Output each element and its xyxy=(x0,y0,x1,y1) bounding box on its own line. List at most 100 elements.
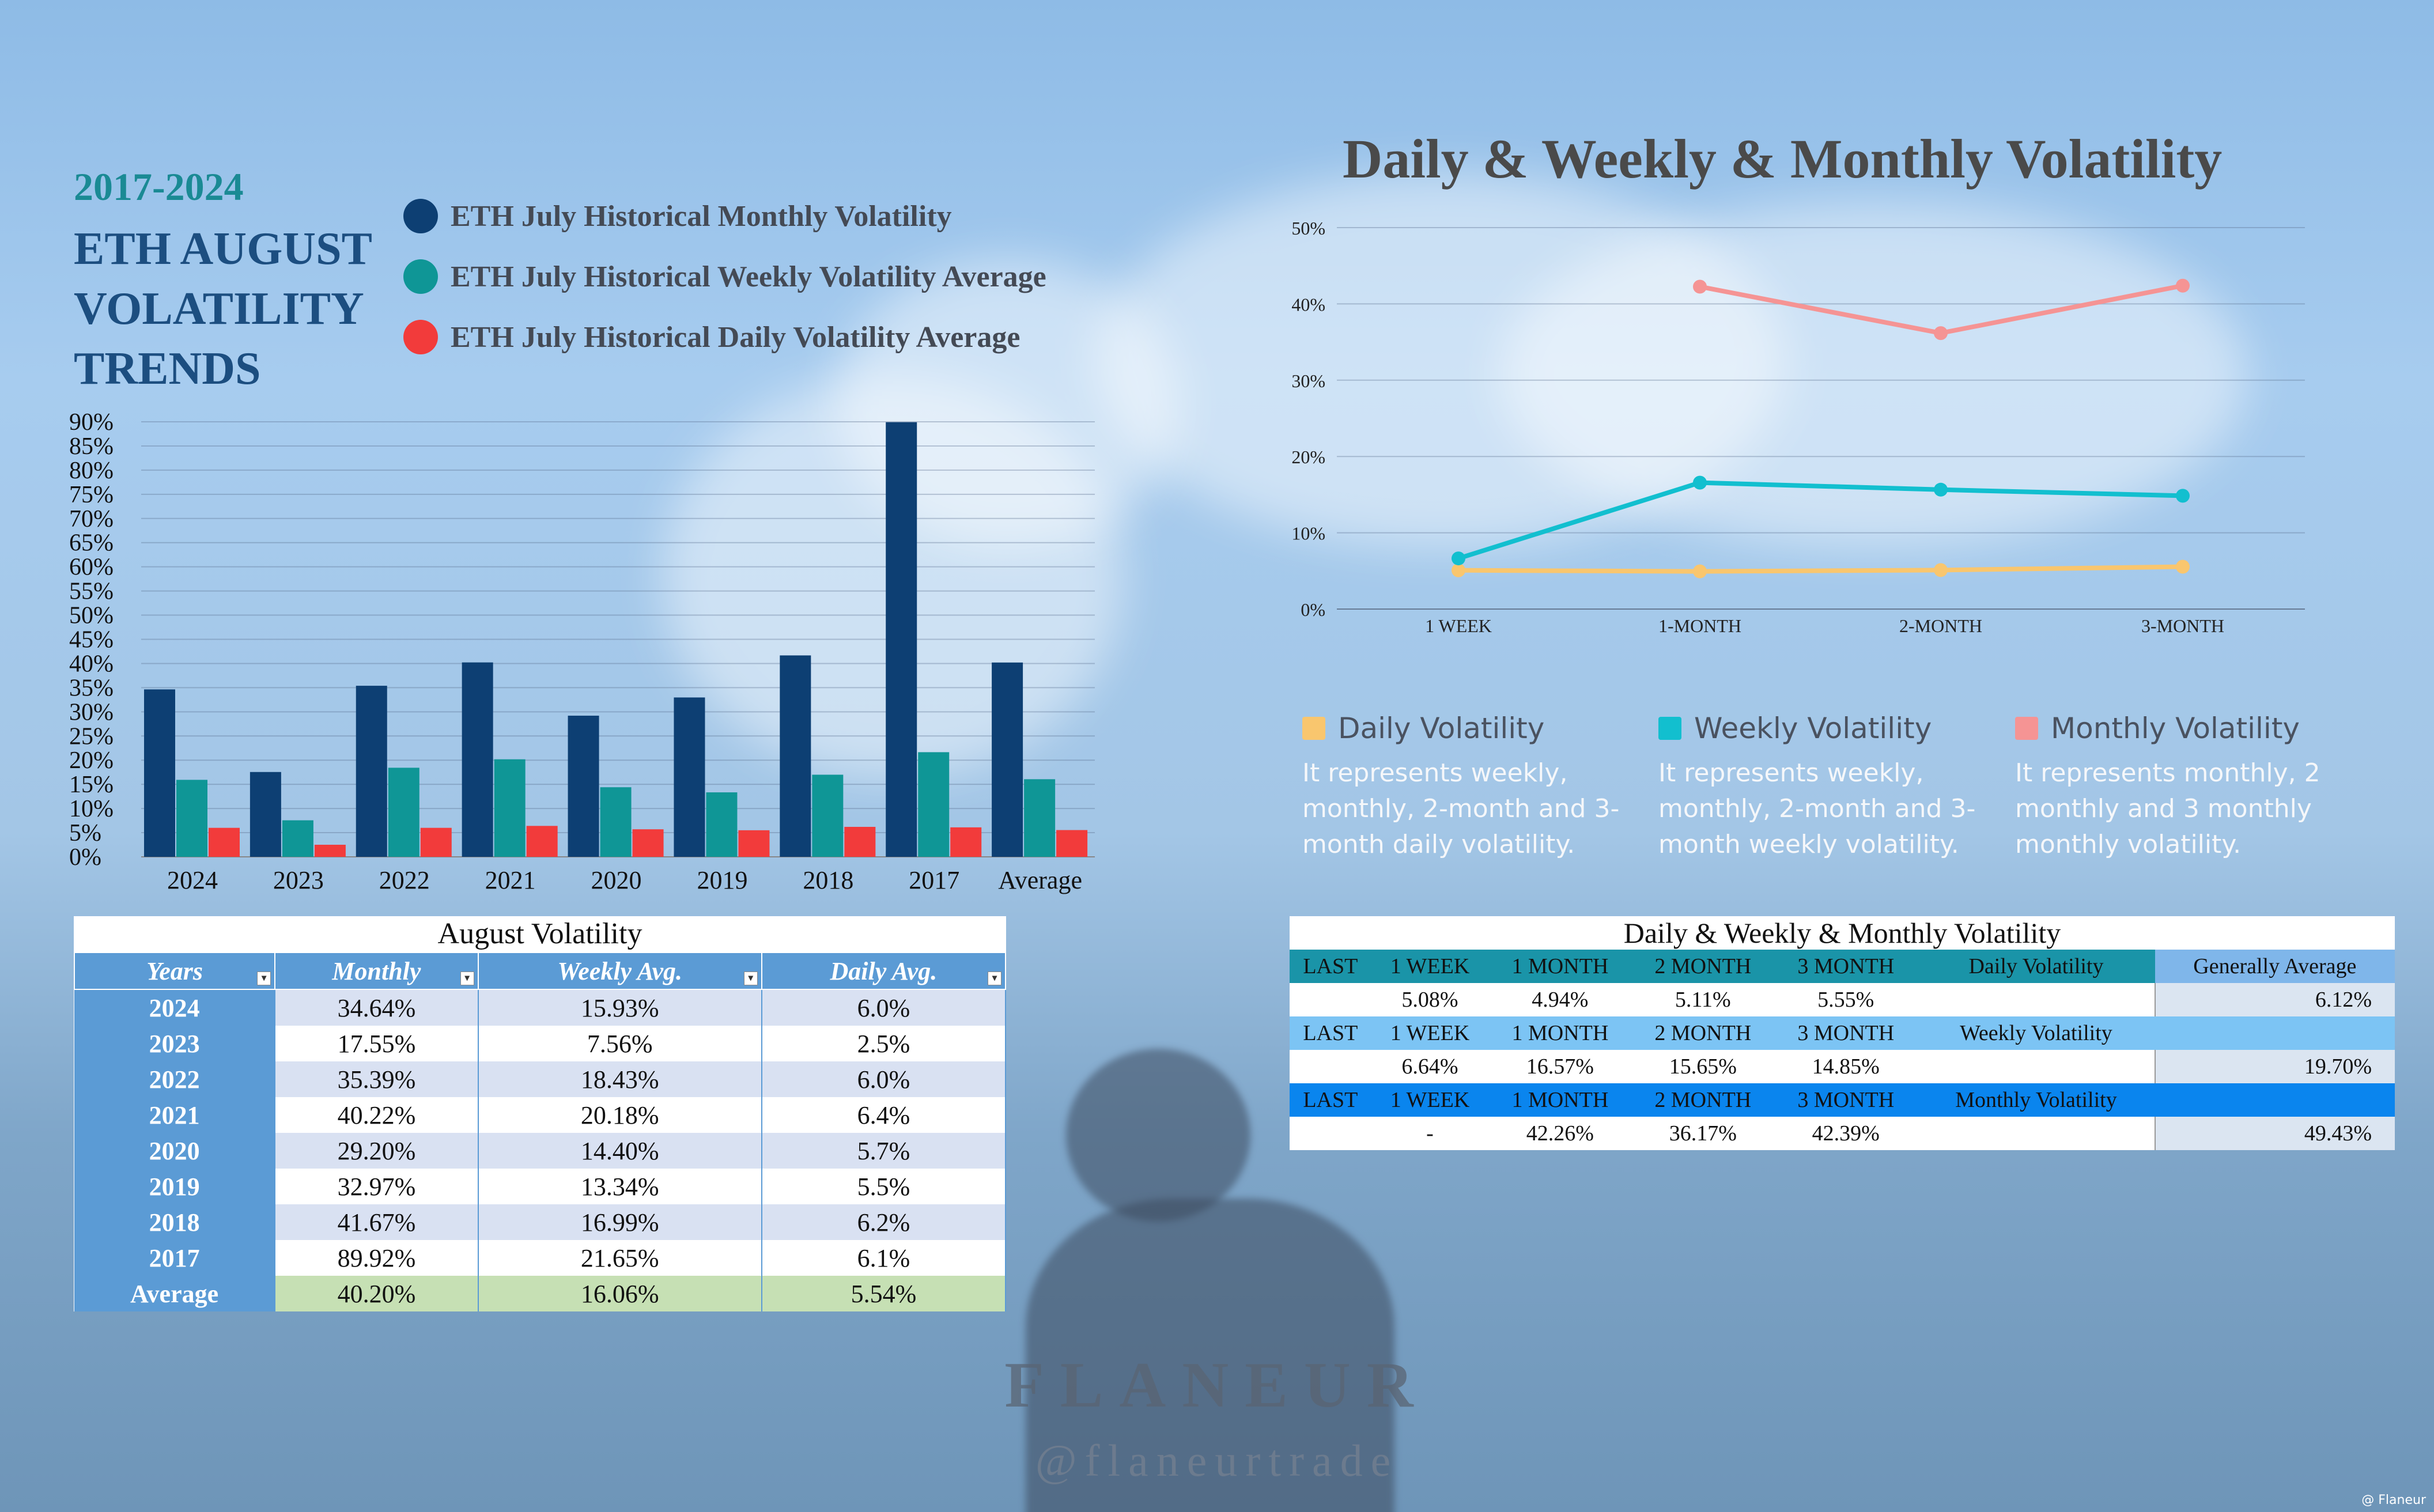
data-point xyxy=(1693,279,1707,294)
bar xyxy=(738,830,770,857)
bar xyxy=(812,774,844,857)
bar xyxy=(494,759,526,857)
filter-dropdown-icon[interactable]: ▾ xyxy=(460,972,474,985)
legend-dot-icon xyxy=(403,320,438,354)
average-label: Average xyxy=(74,1276,276,1311)
bar xyxy=(420,827,452,857)
header-cell: 2 MONTH xyxy=(1631,950,1775,983)
filter-dropdown-icon[interactable]: ▾ xyxy=(988,972,1001,985)
bar xyxy=(844,826,876,857)
data-point xyxy=(1452,551,1465,566)
filter-dropdown-icon[interactable]: ▾ xyxy=(257,972,271,985)
bar xyxy=(250,772,281,857)
table-caption: August Volatility xyxy=(74,916,1006,952)
value-cell: 7.56% xyxy=(478,1026,762,1061)
column-header[interactable]: Years ▾ xyxy=(73,952,276,990)
y-tick-label: 55% xyxy=(69,579,114,605)
data-point xyxy=(2176,278,2190,293)
header-cell: 1 WEEK xyxy=(1371,1016,1489,1050)
value-cell: 6.1% xyxy=(761,1240,1007,1276)
average-cell: 16.06% xyxy=(478,1276,762,1311)
value-cell xyxy=(1290,1117,1371,1150)
value-cell: 5.55% xyxy=(1774,983,1918,1016)
y-tick-label: 20% xyxy=(69,747,114,774)
bar xyxy=(992,662,1023,857)
header-cell: 2 MONTH xyxy=(1631,1083,1775,1117)
header-cell: 3 MONTH xyxy=(1774,950,1918,983)
legend-dot-icon xyxy=(403,199,438,233)
value-cell: 14.40% xyxy=(478,1133,762,1169)
legend-dot-icon xyxy=(403,259,438,294)
value-cell: 5.11% xyxy=(1631,983,1775,1016)
data-point xyxy=(2176,489,2190,503)
x-tick-label: 1-MONTH xyxy=(1658,615,1741,636)
x-tick-label: 2019 xyxy=(697,866,747,894)
value-cell: 5.5% xyxy=(761,1169,1007,1204)
bar xyxy=(526,826,558,857)
value-cell: 6.64% xyxy=(1371,1050,1489,1083)
square-icon xyxy=(1302,717,1325,740)
y-tick-label: 60% xyxy=(69,554,114,581)
y-tick-label: 25% xyxy=(69,723,114,750)
bar-chart: 0%5%10%15%20%25%30%35%40%45%50%55%60%65%… xyxy=(69,409,1095,894)
legend-weekly-volatility: Weekly Volatility It represents weekly, … xyxy=(1658,712,1981,863)
average-cell: 40.20% xyxy=(275,1276,479,1311)
generally-average-value: 19.70% xyxy=(2154,1050,2395,1083)
table-row: 2022 35.39% 18.43% 6.0% xyxy=(74,1061,1007,1097)
header-cell: Daily Volatility xyxy=(1917,950,2155,983)
data-point xyxy=(1693,564,1707,579)
header-cell: 1 MONTH xyxy=(1488,1083,1632,1117)
value-cell: 40.22% xyxy=(275,1097,479,1133)
volatility-summary-table: Daily & Weekly & Monthly Volatility LAST… xyxy=(1290,916,2395,1150)
value-cell: 35.39% xyxy=(275,1061,479,1097)
column-header[interactable]: Monthly ▾ xyxy=(274,952,479,990)
table-row: 2023 17.55% 7.56% 2.5% xyxy=(74,1026,1007,1061)
y-tick-label: 30% xyxy=(69,699,114,725)
value-cell: 15.65% xyxy=(1631,1050,1775,1083)
value-cell: 89.92% xyxy=(275,1240,479,1276)
header-cell: LAST xyxy=(1290,1016,1371,1050)
table-row: 2020 29.20% 14.40% 5.7% xyxy=(74,1133,1007,1169)
value-cell xyxy=(1290,1050,1371,1083)
y-tick-label: 20% xyxy=(1291,447,1325,467)
value-cell: 42.39% xyxy=(1774,1117,1918,1150)
bar xyxy=(568,716,599,857)
legend-monthly-volatility: Monthly Volatility It represents monthly… xyxy=(2015,712,2338,863)
value-cell: 42.26% xyxy=(1488,1117,1632,1150)
y-tick-label: 15% xyxy=(69,772,114,798)
column-header[interactable]: Daily Avg. ▾ xyxy=(761,952,1007,990)
y-tick-label: 0% xyxy=(69,844,101,871)
value-cell: 15.93% xyxy=(478,989,762,1026)
generally-average-value: 49.43% xyxy=(2154,1117,2395,1150)
header-row: LAST 1 WEEK 1 MONTH 2 MONTH 3 MONTH Monthly V… xyxy=(1290,1083,2395,1117)
x-tick-label: 1 WEEK xyxy=(1425,615,1492,636)
y-tick-label: 50% xyxy=(69,603,114,629)
y-tick-label: 65% xyxy=(69,530,114,557)
filter-dropdown-icon[interactable]: ▾ xyxy=(743,972,758,985)
y-tick-label: 50% xyxy=(1291,218,1325,239)
value-cell xyxy=(1917,983,2155,1016)
series-line xyxy=(1457,480,2183,561)
column-header[interactable]: Weekly Avg. ▾ xyxy=(477,952,762,990)
august-volatility-table: August Volatility Years ▾ Monthly ▾ Weekly… xyxy=(73,916,1007,1311)
x-tick-label: 2017 xyxy=(909,866,959,894)
bar xyxy=(632,829,664,857)
bar xyxy=(209,827,240,857)
y-tick-label: 40% xyxy=(1291,294,1325,315)
data-point xyxy=(1693,475,1707,490)
value-cell: 18.43% xyxy=(478,1061,762,1097)
value-cell: 2.5% xyxy=(761,1026,1007,1061)
value-cell xyxy=(1290,983,1371,1016)
legend-title: Daily Volatility xyxy=(1338,712,1545,745)
average-cell: 5.54% xyxy=(761,1276,1007,1311)
table-row: 2019 32.97% 13.34% 5.5% xyxy=(74,1169,1007,1204)
x-tick-label: 2020 xyxy=(591,866,642,894)
y-tick-label: 10% xyxy=(69,796,114,822)
table-row: 2024 34.64% 15.93% 6.0% xyxy=(74,989,1007,1026)
header-cell: 3 MONTH xyxy=(1774,1083,1918,1117)
square-icon xyxy=(2015,717,2038,740)
year-cell: 2019 xyxy=(74,1169,276,1204)
year-cell: 2017 xyxy=(74,1240,276,1276)
value-cell: - xyxy=(1371,1117,1489,1150)
value-cell: 41.67% xyxy=(275,1204,479,1240)
